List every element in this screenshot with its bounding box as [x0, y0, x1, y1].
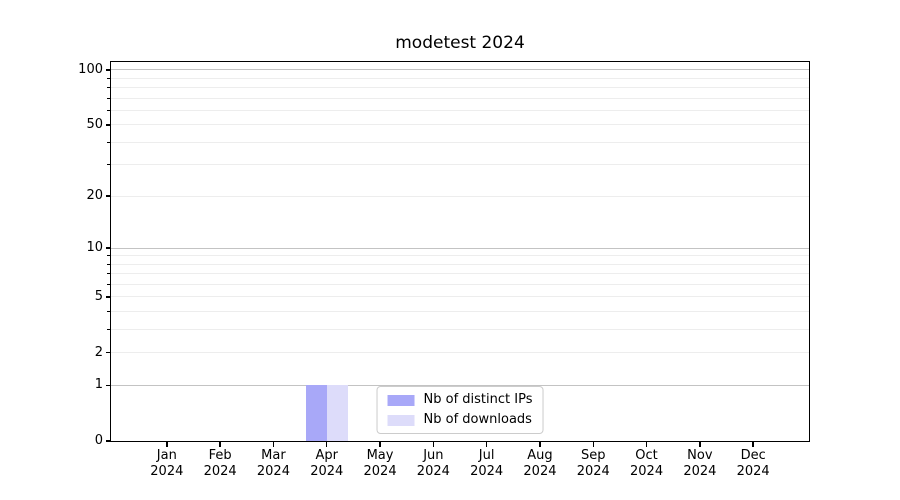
y-axis-minor-tick: [107, 87, 110, 89]
bar: [305, 385, 327, 441]
x-axis-tick-label: Jan 2024: [150, 448, 184, 479]
axis-layer: 0 1 2 5 10 20 50 100 Jan 2024 Feb 2024 Mar 2024 Apr…: [78, 62, 809, 479]
y-axis-minor-tick: [107, 255, 110, 257]
x-axis-tick-label: May 2024: [363, 448, 397, 479]
y-axis-tick: [105, 195, 110, 197]
x-axis-tick: [432, 442, 435, 447]
legend-swatch: [387, 414, 415, 426]
x-axis-tick: [539, 442, 541, 447]
y-axis-minor-tick: [107, 97, 110, 99]
y-axis-minor-tick: [107, 263, 110, 265]
y-gridline-minor: [111, 311, 809, 313]
y-gridline-minor: [111, 352, 809, 354]
y-axis-tick-label: 2: [94, 344, 103, 360]
legend-item: Nb of distinct IPs: [387, 392, 533, 408]
bar: [326, 385, 348, 441]
y-axis-tick-label: 1: [94, 377, 103, 393]
y-axis-tick: [105, 440, 110, 442]
grid-layer: [111, 62, 809, 441]
y-gridline-major: [111, 247, 809, 249]
x-axis-tick-label: Aug 2024: [523, 448, 557, 479]
y-gridline-minor: [111, 109, 809, 111]
x-axis-tick-label: Jul 2024: [470, 448, 504, 479]
y-axis-minor-tick: [107, 141, 110, 143]
y-axis-tick-label: 0: [94, 433, 103, 448]
y-gridline-major: [111, 69, 809, 71]
plot-area: 0 1 2 5 10 20 50 100 Jan 2024 Feb 2024 Mar 2024 Apr…: [78, 61, 810, 479]
x-axis-tick: [325, 442, 328, 447]
y-axis-tick-label: 5: [94, 288, 103, 304]
x-axis-tick-label: Oct 2024: [630, 448, 664, 479]
bar-layer: [111, 62, 809, 441]
y-axis-minor-tick: [107, 329, 110, 331]
x-axis-tick-label: Nov 2024: [683, 448, 717, 479]
y-gridline-minor: [111, 77, 809, 79]
y-gridline-minor: [111, 284, 809, 286]
x-axis-tick: [379, 442, 381, 447]
y-axis-tick: [105, 69, 110, 71]
y-gridline-minor: [111, 141, 809, 143]
y-axis-minor-tick: [107, 273, 110, 275]
x-axis-tick: [752, 442, 754, 447]
y-axis-tick-label: 10: [86, 240, 103, 256]
y-gridline-minor: [111, 164, 809, 166]
y-axis-tick: [105, 351, 110, 354]
x-axis-tick: [592, 442, 594, 447]
y-axis-tick: [105, 247, 110, 249]
y-axis-tick: [105, 296, 110, 298]
y-gridline-minor: [111, 263, 809, 265]
x-axis-tick-label: Apr 2024: [310, 448, 344, 479]
x-axis-tick: [219, 442, 221, 447]
y-gridline-minor: [111, 273, 809, 275]
y-gridline-minor: [111, 329, 809, 331]
x-axis-tick: [645, 442, 648, 447]
y-gridline-minor: [111, 87, 809, 89]
x-axis-tick: [272, 442, 275, 447]
chart-title: modetest 2024: [395, 33, 525, 53]
y-axis-minor-tick: [107, 311, 110, 313]
y-axis-tick-label: 50: [86, 116, 103, 132]
x-axis-tick-label: Sep 2024: [576, 448, 610, 479]
y-axis-tick-label: 20: [86, 188, 103, 204]
y-axis-minor-tick: [107, 77, 110, 79]
y-gridline-minor: [111, 255, 809, 257]
y-axis-minor-tick: [107, 284, 110, 286]
y-axis-minor-tick: [107, 109, 110, 111]
y-gridline-minor: [111, 97, 809, 99]
y-axis-tick-label: 100: [78, 61, 103, 77]
y-axis-tick: [105, 384, 110, 387]
legend-label: Nb of downloads: [423, 412, 532, 427]
x-axis-tick-label: Jun 2024: [416, 448, 450, 479]
x-axis-tick-label: Mar 2024: [256, 448, 290, 479]
x-axis-tick-label: Feb 2024: [203, 448, 237, 479]
legend-swatch: [387, 394, 415, 406]
x-axis-tick: [166, 442, 168, 447]
y-gridline-minor: [111, 296, 809, 298]
legend-item: Nb of downloads: [387, 412, 533, 428]
legend-label: Nb of distinct IPs: [423, 392, 533, 407]
y-gridline-minor: [111, 195, 809, 197]
y-gridline-minor: [111, 124, 809, 126]
y-axis-minor-tick: [107, 164, 110, 166]
x-axis-tick-label: Dec 2024: [736, 448, 770, 479]
legend: Nb of distinct IPs Nb of downloads: [376, 386, 544, 434]
x-axis-tick: [485, 442, 488, 447]
x-axis-tick: [699, 442, 701, 447]
y-gridline-major: [111, 384, 809, 386]
y-axis-tick: [105, 124, 110, 126]
